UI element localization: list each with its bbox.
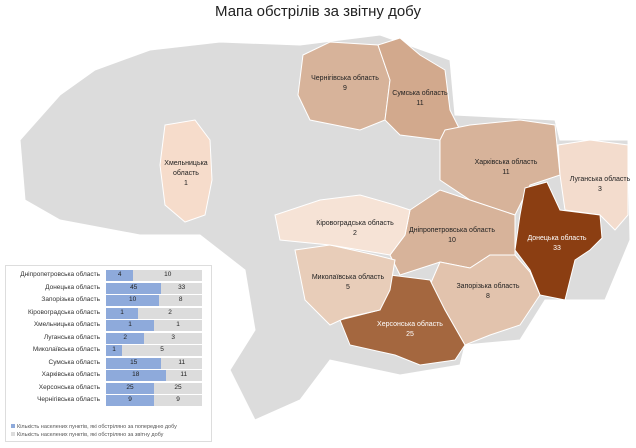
category-label: Херсонська область [38, 383, 100, 391]
value-current: 25 [174, 383, 182, 391]
bar-current: 18 11 [106, 370, 202, 381]
map-title: Мапа обстрілів за звітну добу [215, 3, 421, 20]
label-kirovohrad: Кіровоградська область 2 [316, 220, 394, 237]
label-dnipro: Дніпропетровська область 10 [409, 227, 495, 244]
label-kherson: Херсонська область 25 [377, 321, 443, 338]
bar-previous [106, 370, 166, 381]
category-label: Чернігівська область [37, 396, 100, 403]
value-previous: 25 [126, 383, 134, 391]
legend-label: Кількість населених пунктів, які обстріл… [17, 424, 177, 430]
region-kharkiv [439, 119, 561, 216]
bar-current: 10 8 [106, 295, 202, 306]
region-khmelnytskyi [159, 119, 213, 223]
value-previous: 1 [128, 321, 132, 328]
category-label: Кіровоградська область [28, 308, 100, 316]
region-mykolaiv [294, 244, 396, 326]
category-label: Сумська область [48, 358, 100, 366]
legend-item: Кількість населених пунктів, які обстріл… [11, 432, 163, 438]
value-current: 11 [180, 371, 188, 378]
category-label: Донецька область [45, 283, 100, 291]
bar-previous [106, 345, 122, 356]
chart-row: Чернігівська область 9 9 [6, 395, 211, 406]
value-previous: 2 [123, 333, 127, 341]
legend-swatch [11, 424, 15, 428]
bar-previous [106, 295, 160, 306]
chart-row: Донецька область 45 33 [6, 282, 211, 294]
value-current: 2 [168, 308, 172, 316]
label-sumy: Сумська область 11 [392, 90, 448, 107]
label-khmelnytskyi: Хмельницька область 1 [164, 160, 208, 187]
value-previous: 1 [112, 346, 116, 353]
value-current: 10 [164, 271, 172, 278]
legend-swatch [11, 432, 15, 436]
bar-current: 25 25 [106, 382, 202, 394]
value-current: 8 [178, 296, 183, 303]
category-label: Луганська область [43, 333, 100, 341]
value-previous: 10 [129, 296, 137, 303]
value-previous: 9 [128, 396, 132, 403]
bar-previous [106, 282, 162, 294]
comparison-chart-panel: Дніпропетровська область 4 10 Донецька обла… [5, 265, 212, 442]
category-label: Харківська область [41, 371, 100, 378]
value-previous: 1 [120, 308, 124, 316]
sea [340, 365, 470, 440]
category-label: Запорізька область [41, 296, 100, 303]
value-previous: 15 [130, 358, 138, 366]
bar-previous [106, 395, 154, 406]
value-previous: 45 [130, 283, 138, 291]
label-chernihiv: Чернігівська область 9 [311, 75, 379, 92]
chart-row: Луганська область 2 3 [6, 332, 211, 344]
chart-row: Хмельницька область 1 1 [6, 320, 211, 331]
legend-item: Кількість населених пунктів, які обстріл… [11, 424, 177, 430]
chart-row: Запорізька область 10 8 [6, 295, 211, 306]
chart-row: Дніпропетровська область 4 10 [6, 270, 211, 281]
value-current: 3 [171, 333, 175, 341]
chart-row: Кіровоградська область 1 2 [6, 307, 211, 319]
bar-current: 45 33 [106, 282, 202, 294]
value-current: 9 [176, 396, 180, 403]
bar-previous [106, 270, 134, 281]
bar-current: 15 11 [106, 357, 202, 369]
bar-previous [106, 307, 138, 319]
chart-row: Херсонська область 25 25 [6, 382, 211, 394]
chart-row: Миколаївська область 1 5 [6, 345, 211, 356]
legend-label: Кількість населених пунктів, які обстріл… [17, 432, 164, 438]
label-luhansk: Луганська область 3 [569, 176, 631, 193]
value-previous: 4 [117, 271, 122, 278]
bar-previous [106, 382, 154, 394]
value-current: 5 [160, 346, 164, 353]
label-zaporizhzhia: Запорізька область 8 [456, 283, 520, 300]
category-label: Дніпропетровська область [20, 271, 100, 278]
chart-row: Харківська область 18 11 [6, 370, 211, 381]
bar-previous [106, 320, 154, 331]
region-kherson [339, 274, 466, 366]
label-donetsk: Донецька область 33 [527, 235, 587, 252]
bar-previous [106, 332, 145, 344]
region-luhansk [557, 139, 629, 231]
value-current: 11 [178, 358, 186, 366]
value-previous: 18 [132, 371, 140, 378]
category-label: Миколаївська область [32, 346, 100, 353]
bar-current: 4 10 [106, 270, 202, 281]
chart-row: Сумська область 15 11 [6, 357, 211, 369]
category-label: Хмельницька область [33, 321, 100, 328]
label-mykolaiv: Миколаївська область 5 [311, 274, 385, 291]
bar-previous [106, 357, 162, 369]
value-current: 33 [178, 283, 186, 291]
label-kharkiv: Харківська область 11 [474, 159, 538, 176]
region-kirovohrad [274, 194, 411, 256]
value-current: 1 [176, 321, 180, 328]
